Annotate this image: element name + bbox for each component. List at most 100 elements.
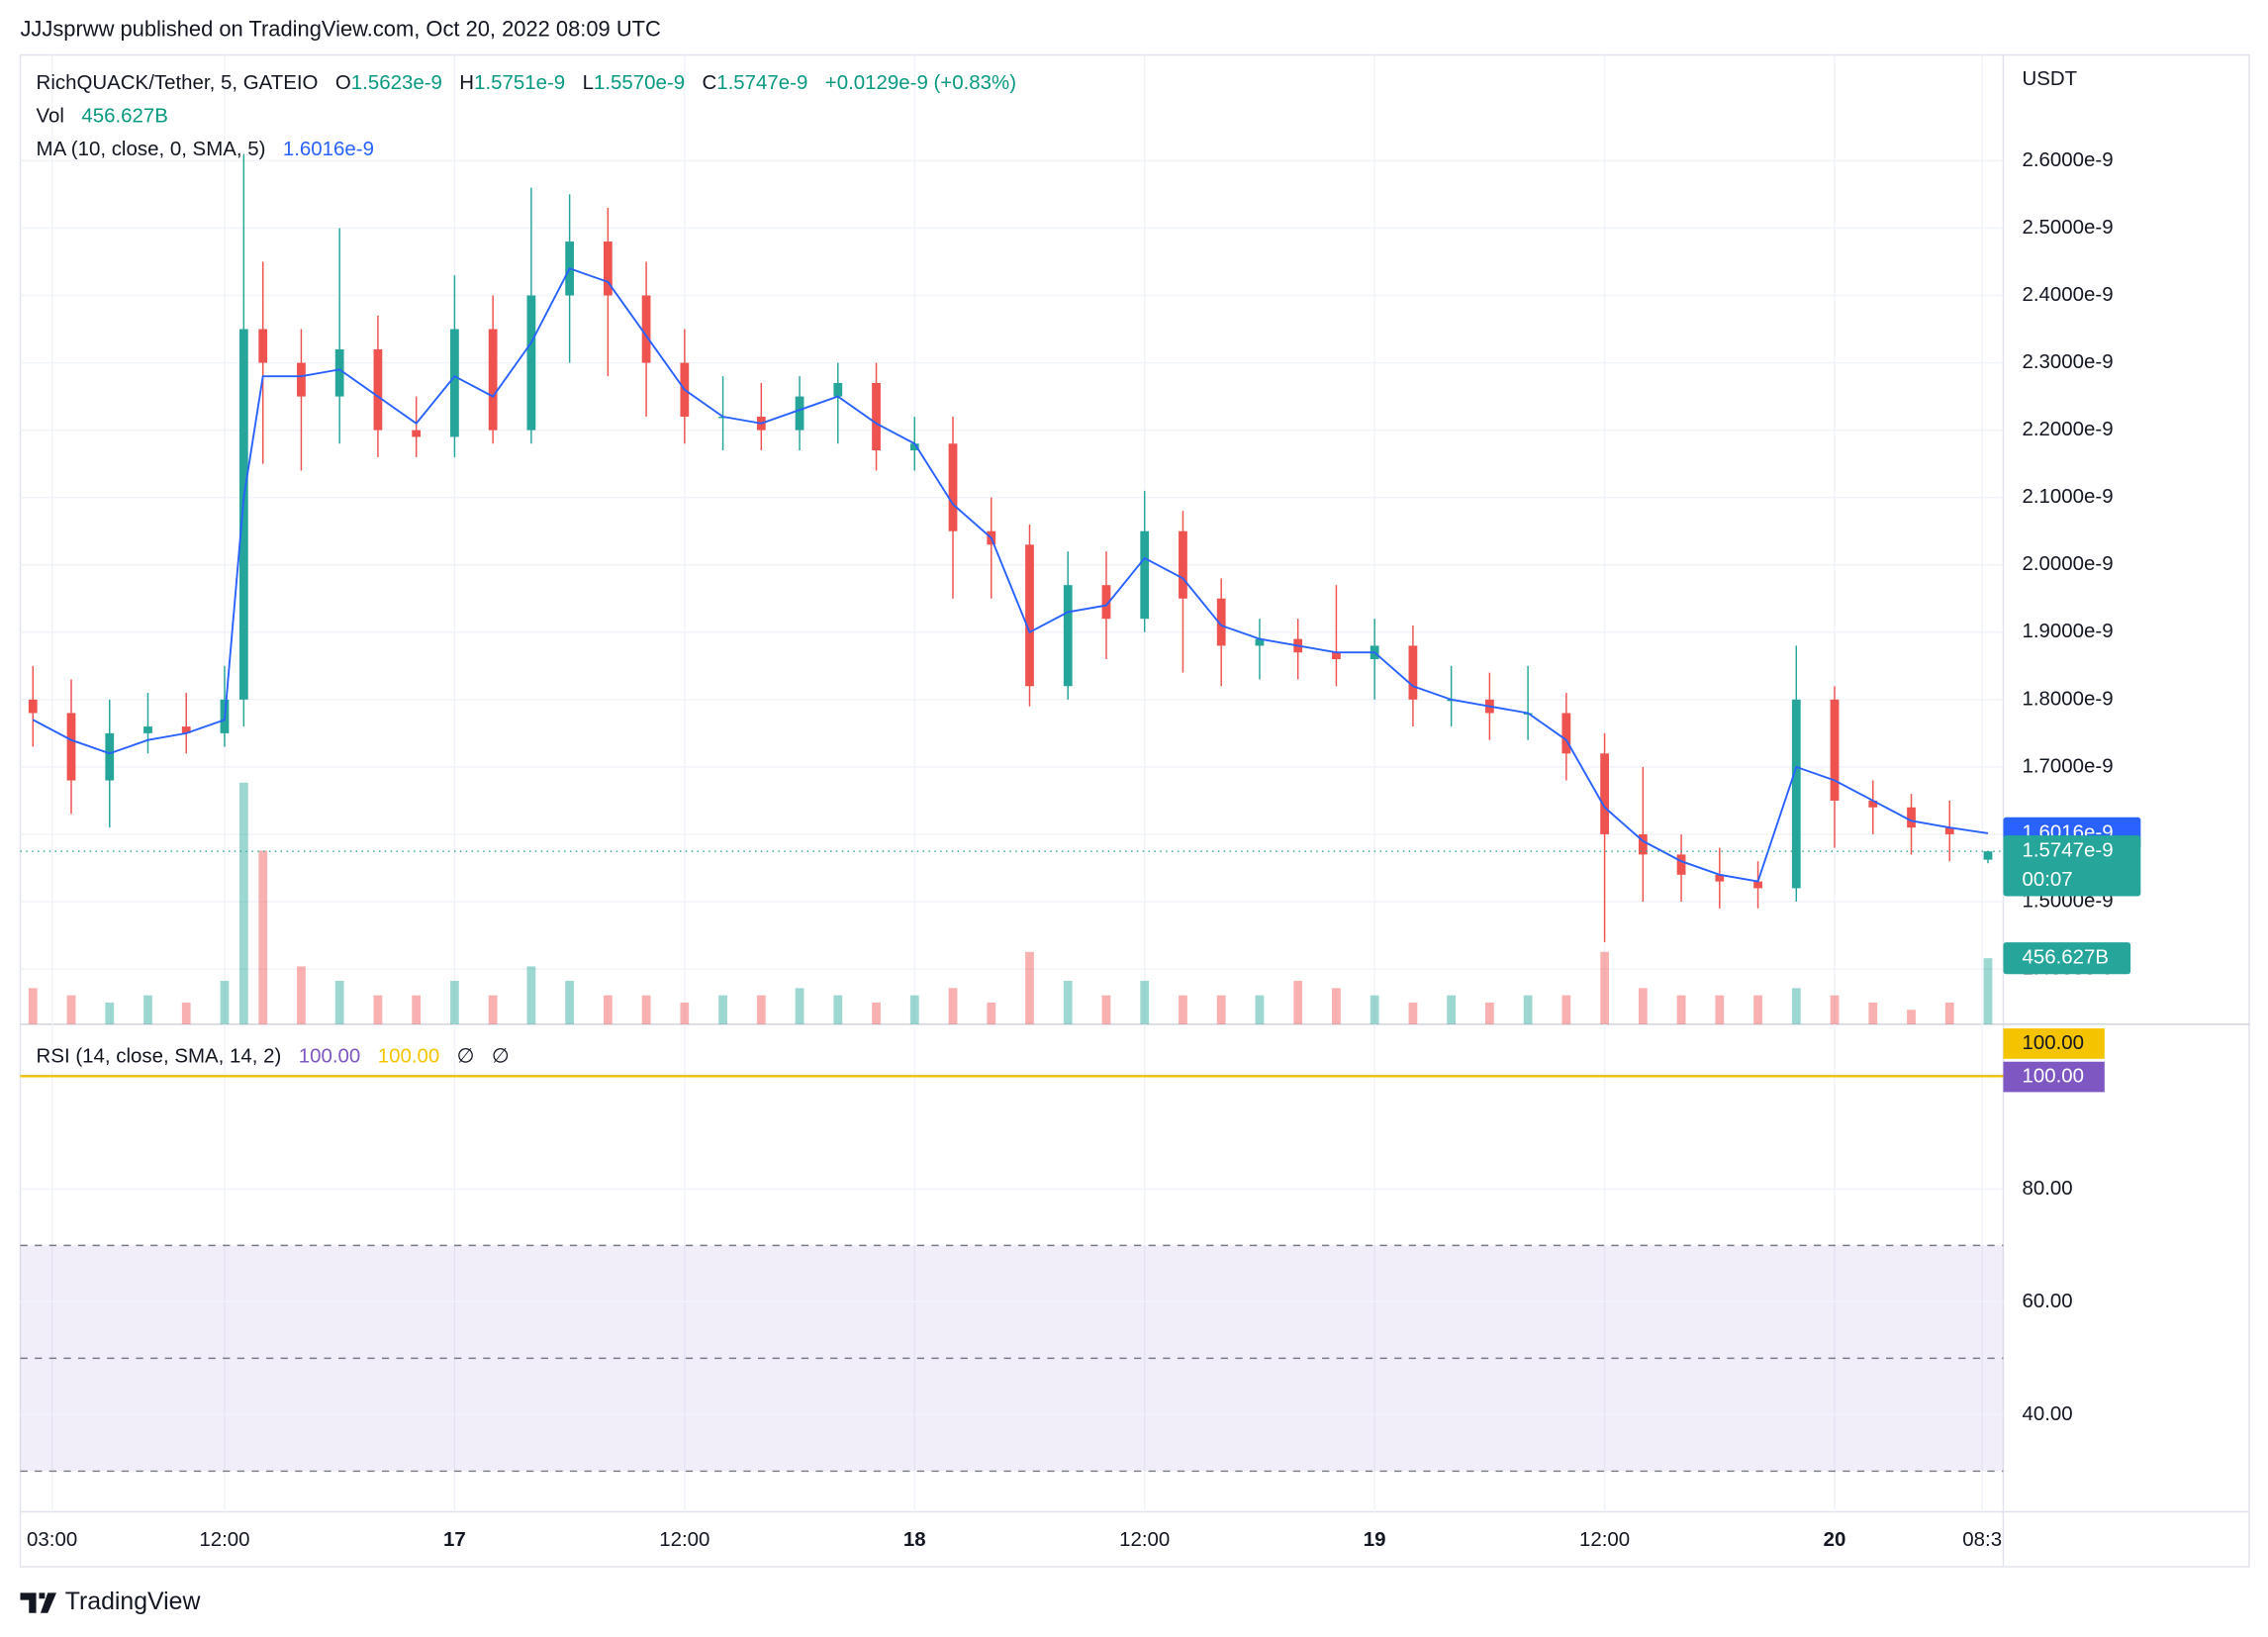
candle-body xyxy=(373,348,383,431)
volume-tag xyxy=(2003,942,2131,975)
volume-bar xyxy=(603,995,613,1024)
candle-body xyxy=(1101,585,1111,620)
candle-body xyxy=(1907,807,1916,828)
price-unit: USDT xyxy=(2022,67,2077,90)
symbol: RichQUACK/Tether, 5, GATEIO xyxy=(37,71,319,94)
x-tick-label: 12:00 xyxy=(199,1528,249,1551)
volume-bar xyxy=(66,995,76,1024)
rsi-legend: RSI (14, close, SMA, 14, 2) 100.00 100.0… xyxy=(37,1045,510,1068)
volume-bar xyxy=(1600,951,1609,1024)
candle-body xyxy=(1408,645,1418,700)
candle-body xyxy=(1791,699,1801,889)
volume-bar xyxy=(1140,981,1150,1024)
y-tick-label: 2.3000e-9 xyxy=(2022,350,2113,373)
price-tag-label: 1.5747e-9 xyxy=(2022,839,2113,862)
volume-bar xyxy=(795,988,804,1024)
candle-body xyxy=(833,382,843,397)
volume-bar xyxy=(1101,995,1111,1024)
candle-body xyxy=(1830,699,1840,801)
candle-body xyxy=(909,443,919,451)
rsi-ma-tag xyxy=(2003,1028,2105,1059)
volume-bar xyxy=(143,995,152,1024)
candle-body xyxy=(1944,827,1954,834)
volume-bar xyxy=(1370,995,1379,1024)
volume-bar xyxy=(1983,958,1993,1024)
volume-bar xyxy=(105,1002,115,1024)
volume-bar xyxy=(297,966,306,1024)
volume-bar xyxy=(1715,995,1725,1024)
ohlc-value: 1.5570e-9 xyxy=(594,71,685,94)
candle-body xyxy=(1676,854,1686,875)
candle-body xyxy=(1638,833,1648,855)
y-tick-label: 2.1000e-9 xyxy=(2022,485,2113,508)
y-tick-label: 2.5000e-9 xyxy=(2022,216,2113,239)
ohlc-key: H xyxy=(459,71,474,94)
volume-bar xyxy=(181,1002,191,1024)
series-legend: RichQUACK/Tether, 5, GATEIO O1.5623e-9 H… xyxy=(37,71,1017,94)
ma-value: 1.6016e-9 xyxy=(283,138,374,160)
volume-bar xyxy=(718,995,727,1024)
volume-bar xyxy=(373,995,383,1024)
volume-bar xyxy=(1063,981,1073,1024)
volume-bar xyxy=(1523,995,1533,1024)
candle-body xyxy=(488,329,498,431)
ma-label: MA (10, close, 0, SMA, 5) xyxy=(37,138,266,160)
volume-tag-label: 456.627B xyxy=(2022,946,2109,969)
ma-line xyxy=(32,267,1989,883)
volume-bar xyxy=(258,850,268,1024)
y-tick-label: 1.9000e-9 xyxy=(2022,620,2113,642)
rsi-value: 100.00 xyxy=(299,1045,361,1068)
rsi-extra: ∅ xyxy=(492,1045,510,1068)
rsi-extra: ∅ xyxy=(457,1045,475,1068)
candle-body xyxy=(1753,881,1762,889)
foreground-layer: USDT RichQUACK/Tether, 5, GATEIO O1.5623… xyxy=(20,67,2141,1615)
candle-body xyxy=(105,732,115,781)
volume-bar xyxy=(1484,1002,1494,1024)
volume-bar xyxy=(1332,988,1341,1024)
candle-body xyxy=(1255,638,1265,646)
volume-bar xyxy=(680,1002,690,1024)
volume-bar xyxy=(28,988,38,1024)
volume-bar xyxy=(1791,988,1801,1024)
candle-body xyxy=(258,329,268,363)
candle-body xyxy=(872,382,881,451)
volume-bar xyxy=(1944,1002,1954,1024)
tradingview-logo: TradingView xyxy=(20,1589,200,1615)
volume-bar xyxy=(1561,995,1571,1024)
ohlc-value: 1.5623e-9 xyxy=(351,71,442,94)
change: +0.0129e-9 (+0.83%) xyxy=(825,71,1016,94)
volume-bar xyxy=(220,981,230,1024)
marks-layer xyxy=(20,153,2004,1078)
volume-bar xyxy=(334,981,344,1024)
candle-body xyxy=(1216,598,1226,646)
volume-bar xyxy=(1216,995,1226,1024)
candle-body xyxy=(238,329,248,700)
y-tick-label: 1.7000e-9 xyxy=(2022,754,2113,777)
candle-body xyxy=(1715,874,1725,882)
x-tick-label: 12:00 xyxy=(1119,1528,1170,1551)
candle-body xyxy=(412,430,422,437)
volume-bar xyxy=(1676,995,1686,1024)
volume-bar xyxy=(412,995,422,1024)
ohlc-key: C xyxy=(702,71,716,94)
x-tick-label: 03:00 xyxy=(27,1528,77,1551)
rsi-tick-label: 60.00 xyxy=(2022,1290,2072,1312)
candle-body xyxy=(1983,851,1993,860)
x-tick-label: 17 xyxy=(443,1528,466,1551)
candle-body xyxy=(450,329,459,437)
candle-body xyxy=(603,241,613,296)
price-tag xyxy=(2003,835,2141,897)
candle-body xyxy=(66,713,76,781)
candle-body xyxy=(297,362,306,397)
background-layer xyxy=(20,54,2004,1512)
x-tick-label: 18 xyxy=(903,1528,926,1551)
candle-body xyxy=(1025,544,1034,687)
volume-bar xyxy=(1638,988,1648,1024)
candle-body xyxy=(1600,753,1609,834)
volume-bar xyxy=(909,995,919,1024)
y-tick-label: 2.0000e-9 xyxy=(2022,552,2113,575)
candle-body xyxy=(795,396,804,431)
volume-bar xyxy=(488,995,498,1024)
volume-bar xyxy=(872,1002,881,1024)
volume-bar xyxy=(756,995,766,1024)
